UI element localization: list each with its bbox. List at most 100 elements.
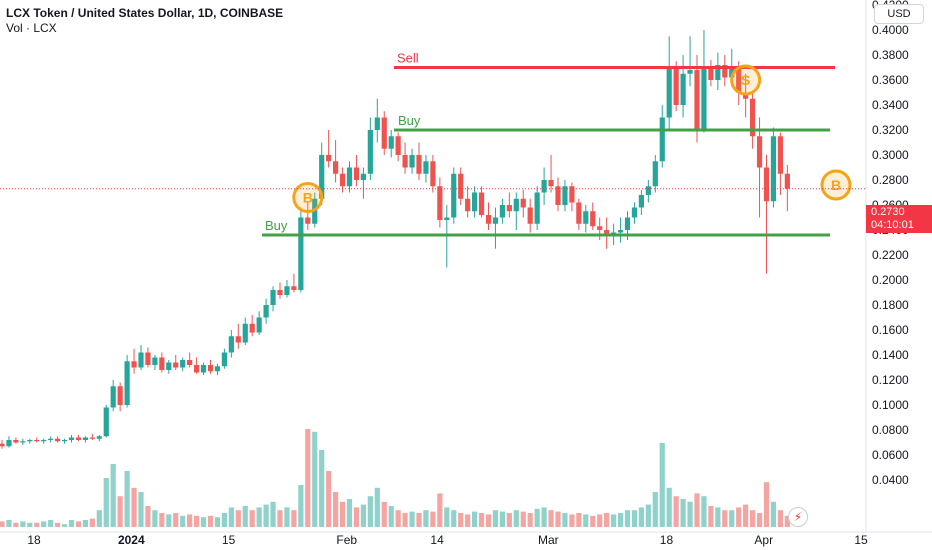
volume-bar (152, 510, 158, 527)
candle (277, 282, 283, 299)
volume-bar (200, 517, 207, 527)
volume-bar (333, 492, 339, 527)
volume-bar (423, 510, 429, 527)
volume-bar (722, 510, 728, 527)
candle (499, 198, 505, 224)
price-tick-label: 0.1400 (872, 348, 909, 362)
volume-bar (465, 514, 471, 527)
volume-bar (756, 513, 763, 527)
volume-bar (694, 493, 700, 527)
candle (249, 315, 255, 337)
volume-bar (395, 510, 401, 527)
price-axis[interactable]: 0.42000.40000.38000.36000.34000.32000.30… (872, 0, 909, 487)
candle (48, 436, 54, 443)
candle (694, 55, 700, 143)
candle (6, 436, 12, 448)
candle (34, 437, 40, 443)
volume-bar (284, 507, 290, 527)
candle (402, 142, 408, 174)
candle (55, 436, 61, 443)
svg-text:B: B (831, 177, 841, 193)
candle (346, 161, 353, 193)
trend-line-label: Buy (398, 113, 421, 128)
candle (548, 155, 554, 193)
volume-bar (409, 511, 415, 527)
volume-bar (555, 511, 561, 527)
candle (617, 217, 624, 243)
price-tick-label: 0.2000 (872, 273, 909, 287)
candle (0, 440, 5, 449)
volume-bar (527, 513, 533, 527)
volume-bar (214, 517, 221, 527)
candle (562, 180, 568, 212)
volume-bar (770, 501, 777, 527)
candle (214, 363, 221, 375)
volume-bar (312, 431, 318, 527)
candle (756, 117, 763, 218)
volume-bar (68, 520, 75, 527)
candle (61, 438, 68, 444)
volume-bar (617, 513, 624, 527)
volume-bar (673, 496, 679, 527)
volume-bar (451, 510, 457, 527)
volume-bar (228, 507, 234, 527)
signal-marker[interactable]: B (820, 169, 852, 201)
candle (527, 198, 533, 233)
price-tick-label: 0.3200 (872, 123, 909, 137)
candle (89, 433, 95, 440)
price-tick-label: 0.3600 (872, 73, 909, 87)
volume-bar (388, 506, 394, 527)
candle (555, 177, 561, 212)
bar-countdown: 04:10:01 (871, 219, 914, 231)
signal-marker[interactable]: B (292, 182, 324, 213)
candle (506, 192, 512, 218)
lightning-icon[interactable]: ⚡ (788, 507, 808, 527)
volume-bar (784, 515, 790, 527)
volume-indicator-label[interactable]: Vol · LCX (6, 21, 57, 35)
last-price-tag: 0.2730 04:10:01 (866, 205, 932, 233)
volume-bar (472, 511, 478, 527)
candle (305, 202, 311, 230)
candle (645, 180, 651, 203)
candle (680, 55, 686, 118)
candle (673, 61, 679, 112)
signal-marker[interactable]: S (730, 64, 762, 96)
candle (256, 311, 262, 335)
price-tick-label: 0.2200 (872, 248, 909, 262)
candle (430, 155, 436, 193)
candle (784, 165, 790, 212)
time-axis[interactable]: 18 2024 15 Feb 14 Mar 18 Apr 15 (27, 533, 868, 547)
candle (242, 317, 248, 345)
volume-bar (583, 514, 589, 527)
price-tick-label: 0.0400 (872, 473, 909, 487)
volume-bar (777, 510, 783, 527)
time-tick-label: 15 (854, 533, 868, 547)
candle (722, 55, 728, 87)
candle (103, 405, 109, 438)
candle (701, 30, 707, 133)
volume-bar (381, 501, 387, 527)
time-tick-label: Mar (538, 533, 559, 547)
volume-bar (82, 520, 88, 527)
volume-bar (701, 496, 707, 527)
candle (708, 60, 714, 87)
time-tick-label: 18 (660, 533, 674, 547)
volume-bar (750, 510, 756, 527)
volume-bar (339, 501, 346, 527)
candle (492, 207, 499, 249)
candle (152, 355, 158, 370)
candle (777, 132, 783, 195)
volume-bar (117, 496, 123, 527)
symbol-title[interactable]: LCX Token / United States Dollar, 1D, CO… (6, 6, 284, 20)
volume-bar (562, 513, 568, 527)
candle (117, 382, 123, 412)
candle (159, 352, 165, 373)
volume-bar (173, 513, 179, 527)
currency-button[interactable]: USD (874, 4, 924, 24)
volume-bar (124, 471, 130, 527)
volume-bar (506, 513, 512, 527)
candle (173, 355, 179, 370)
candle (124, 355, 130, 408)
